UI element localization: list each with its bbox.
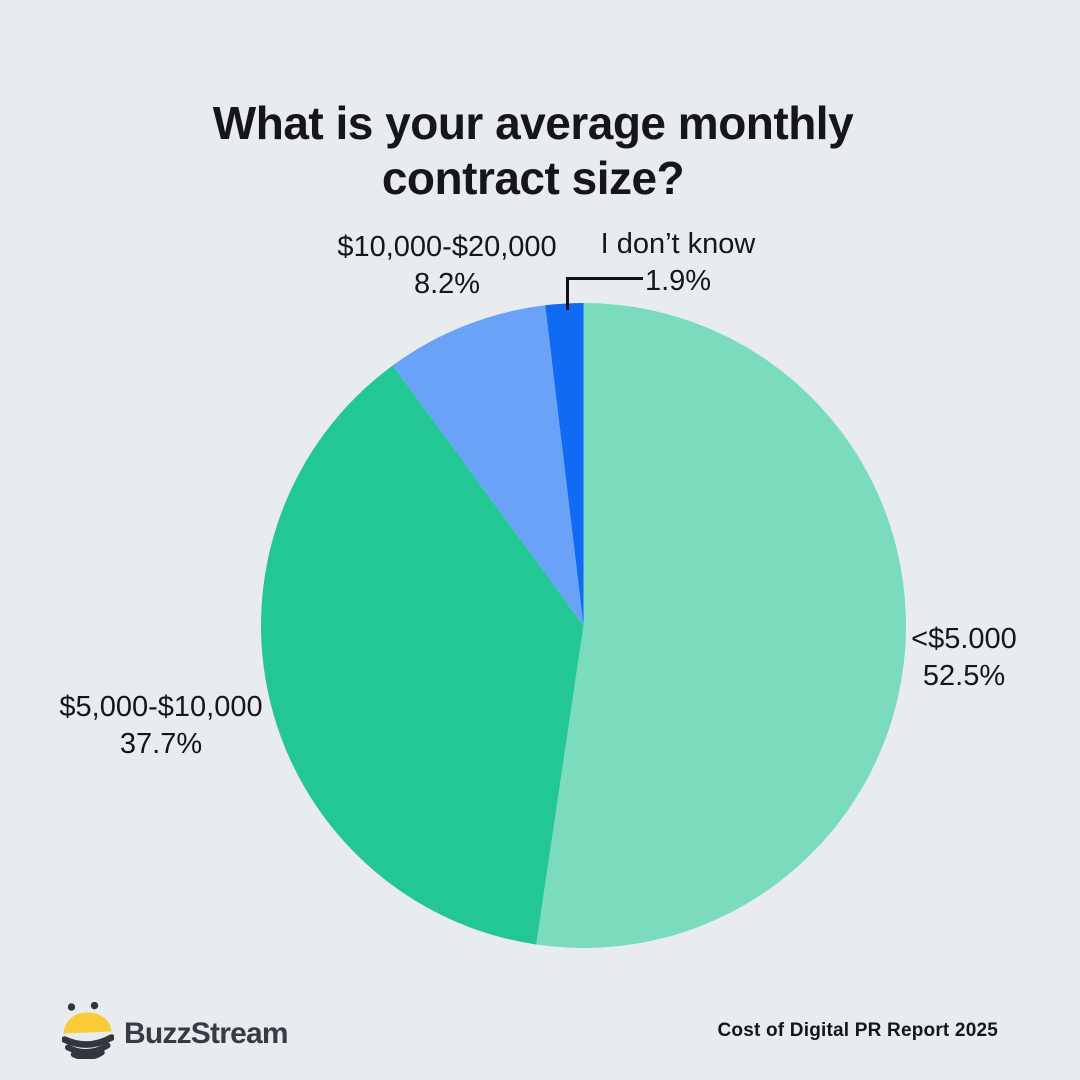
slice-percentage: 52.5% (922, 660, 1006, 692)
slice-label-unknown: I don’t know 1.9% (601, 226, 756, 300)
chart-title: What is your average monthly contract si… (0, 96, 1066, 206)
unknown-slice-leader-line-vertical (566, 277, 569, 310)
slice-label-under-5k: <$5.000 52.5% (911, 621, 1017, 695)
bee-icon (62, 1002, 114, 1059)
pie-slice-3 (545, 303, 584, 626)
slice-category: I don’t know (600, 228, 756, 260)
pie-chart (261, 303, 906, 948)
report-source: Cost of Digital PR Report 2025 (717, 1020, 998, 1041)
pie-slice-2 (392, 305, 584, 626)
slice-category: <$5.000 (911, 623, 1017, 655)
slice-percentage: 8.2% (413, 268, 481, 300)
slice-percentage: 1.9% (644, 265, 712, 297)
unknown-slice-leader-line-horizontal (566, 277, 643, 280)
slice-label-5k-10k: $5,000-$10,000 37.7% (59, 689, 262, 763)
chart-title-line1: What is your average monthly (212, 97, 854, 149)
slice-percentage: 37.7% (119, 728, 203, 760)
chart-title-line2: contract size? (381, 152, 685, 204)
slice-category: $10,000-$20,000 (337, 231, 557, 263)
slice-label-10k-20k: $10,000-$20,000 8.2% (337, 229, 556, 303)
brand-name: BuzzStream (124, 1017, 289, 1050)
pie-slice-1 (261, 365, 584, 945)
buzzstream-logo: BuzzStream (62, 1002, 289, 1059)
pie-slice-0 (536, 303, 906, 948)
slice-category: $5,000-$10,000 (59, 691, 263, 723)
